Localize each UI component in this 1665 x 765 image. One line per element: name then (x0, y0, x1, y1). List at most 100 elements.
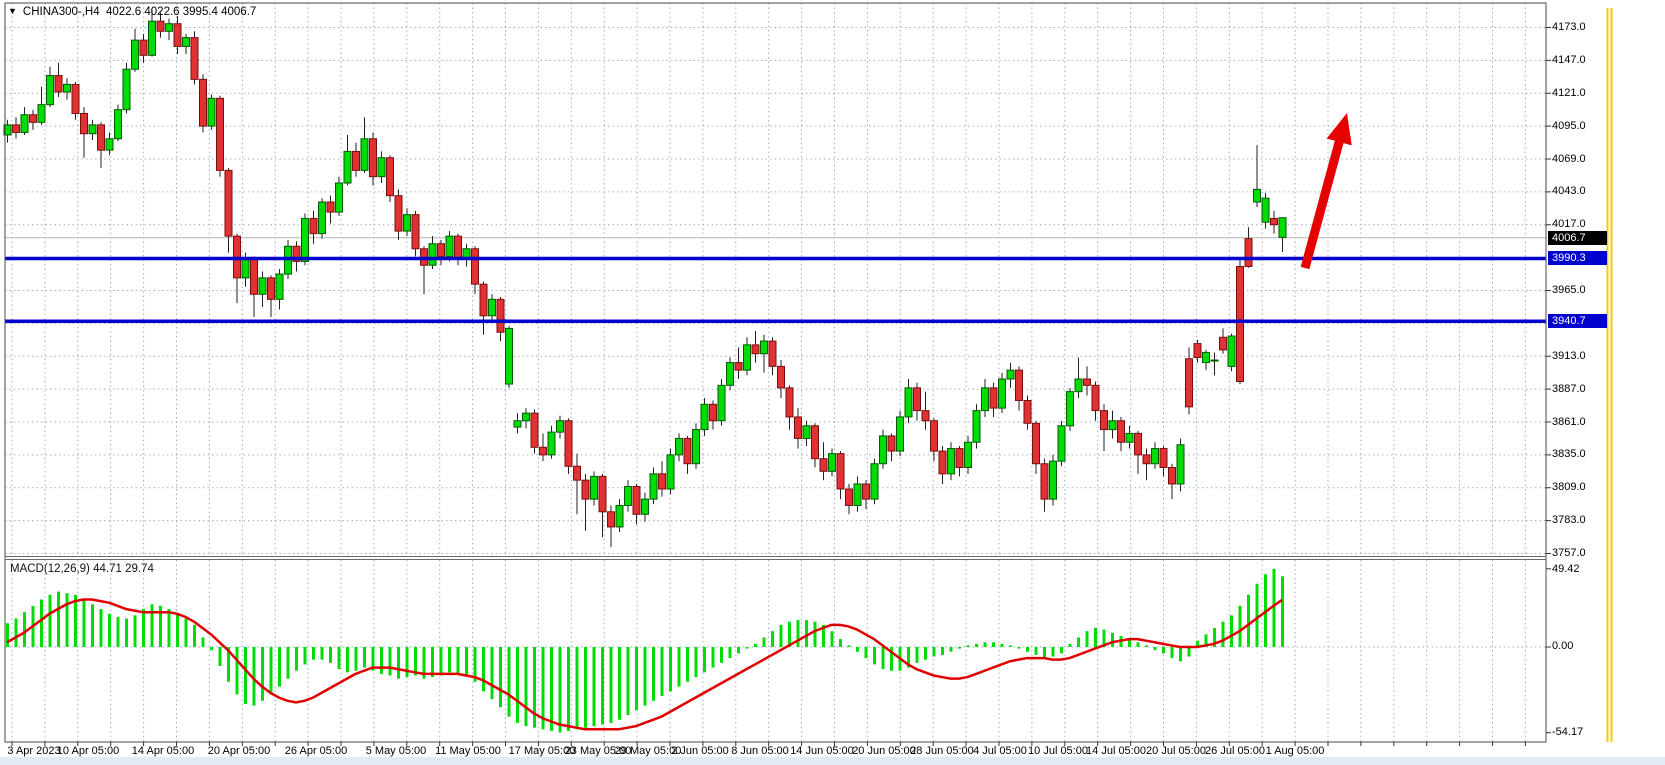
bull-candle (556, 420, 564, 433)
macd-bar (150, 604, 154, 647)
bull-candle (947, 448, 955, 475)
price-axis-label: 4121.0 (1552, 86, 1586, 99)
macd-bar (133, 615, 137, 647)
time-axis-label: 29 May 05:00 (614, 745, 682, 757)
macd-bar (1068, 643, 1072, 647)
bear-candle (777, 365, 785, 389)
symbol-period-label: CHINA300-,H4 (22, 6, 100, 18)
macd-bar (261, 647, 264, 701)
macd-bar (1111, 632, 1114, 647)
macd-bar (82, 599, 86, 647)
bull-candle (760, 340, 768, 355)
symbol-dropdown-icon[interactable]: ▼ (8, 6, 17, 16)
bear-candle (437, 243, 445, 257)
bull-candle (37, 104, 46, 123)
macd-bar (23, 612, 26, 647)
macd-bar (1094, 628, 1097, 647)
price-axis-label: 4173.0 (1552, 21, 1586, 33)
macd-bar (1051, 647, 1055, 657)
macd-bar (847, 645, 851, 647)
bull-candle (360, 138, 369, 171)
macd-bar (99, 609, 103, 647)
bull-candle (377, 157, 386, 178)
macd-bar (218, 647, 222, 666)
macd-axis-zero: 0.00 (1552, 640, 1574, 652)
axis-ticks (11, 27, 1551, 746)
price-axis-label: 4147.0 (1552, 53, 1586, 66)
macd-bar (677, 647, 681, 687)
macd-bar (1230, 615, 1233, 647)
macd-bar (516, 647, 519, 723)
price-axis-label: 4017.0 (1552, 218, 1586, 231)
macd-signal-line (6, 598, 1283, 731)
bull-candle (1057, 425, 1066, 462)
price-axis-label: 3965.0 (1552, 284, 1586, 296)
macd-bar (91, 604, 94, 647)
macd-bar (320, 647, 324, 660)
bull-candle (624, 485, 632, 506)
price-axis-label: 3887.0 (1552, 382, 1586, 395)
bull-candle (964, 441, 972, 469)
bear-candle (411, 214, 420, 250)
horizontal-level-lines[interactable] (5, 256, 1546, 323)
bear-candle (811, 425, 819, 460)
price-axis-label: 3809.0 (1552, 481, 1586, 494)
macd-bar (575, 647, 579, 730)
macd-bar (312, 647, 315, 660)
macd-bar (397, 647, 400, 679)
bull-candle (3, 124, 12, 136)
bottom-edge-strip (0, 757, 1665, 765)
bear-candle (607, 511, 615, 528)
macd-bar (448, 647, 451, 673)
bear-candle (938, 450, 947, 475)
bear-candle (326, 201, 335, 213)
bull-candle (318, 201, 326, 235)
macd-bar (618, 647, 621, 720)
bull-candle (717, 384, 726, 422)
bear-candle (139, 39, 148, 56)
macd-bar (1102, 629, 1106, 647)
macd-bar (873, 647, 876, 665)
macd-bar (907, 647, 910, 668)
price-axis-label: 4069.0 (1552, 152, 1586, 165)
macd-bar (108, 613, 111, 647)
macd-bar (1043, 647, 1046, 659)
bear-candle (573, 465, 581, 481)
macd-bar (788, 621, 791, 647)
macd-bar (1204, 634, 1208, 647)
bull-candle (1202, 351, 1210, 364)
macd-bar (626, 647, 630, 716)
bear-candle (267, 277, 275, 300)
bull-candle (649, 473, 658, 500)
bull-candle (505, 327, 513, 385)
price-axis-label: 3757.0 (1552, 547, 1586, 559)
macd-axis-max: 49.42 (1552, 563, 1580, 575)
time-axis-label: 26 Apr 05:00 (284, 745, 348, 757)
bull-candle (428, 243, 437, 266)
macd-bar (14, 618, 18, 647)
macd-bar (1153, 647, 1157, 651)
macd-bar (1179, 647, 1182, 662)
trend-arrow[interactable] (1300, 113, 1352, 270)
bull-candle (692, 429, 700, 465)
macd-bar (1281, 576, 1284, 647)
pane-borders (4, 2, 1547, 743)
macd-values: 44.71 29.74 (93, 563, 154, 575)
macd-bar (295, 647, 298, 671)
macd-bar (1077, 637, 1080, 647)
time-axis-label: 11 May 05:00 (435, 745, 501, 757)
macd-bar (346, 647, 349, 673)
bear-candle (369, 138, 377, 178)
time-axis-label: 20 Jun 05:00 (852, 745, 916, 757)
macd-bar (839, 639, 842, 647)
bull-candle (1176, 444, 1185, 485)
bear-candle (658, 473, 666, 490)
bear-candle (751, 344, 760, 355)
bull-candle (513, 420, 522, 428)
time-axis-label: 5 May 05:00 (365, 745, 427, 757)
bull-candle (547, 431, 556, 456)
bear-candle (683, 437, 692, 465)
bull-candle (46, 75, 54, 106)
bull-candle (114, 109, 122, 140)
